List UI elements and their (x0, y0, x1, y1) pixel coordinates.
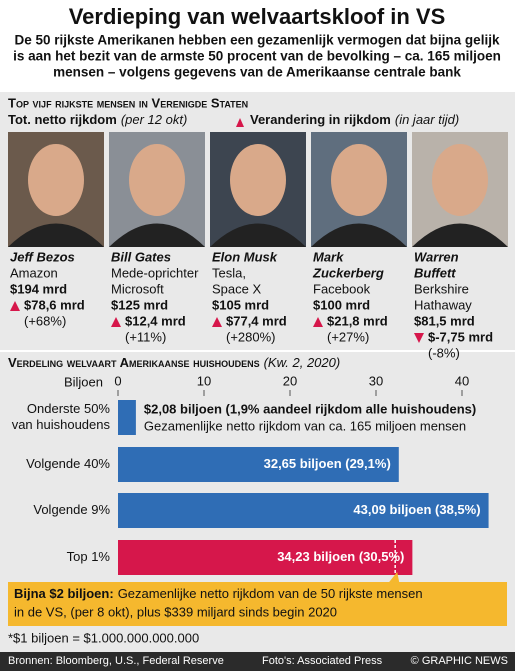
category-label: Onderste 50% (27, 401, 111, 416)
callout-title: Bijna $2 biljoen: (14, 586, 114, 601)
x-axis-label: Biljoen (64, 374, 103, 389)
person-worth: $194 mrd (10, 281, 67, 296)
photo-face (129, 144, 185, 216)
person-change: $21,8 mrd (327, 313, 388, 328)
person-pct: (+68%) (24, 313, 66, 328)
x-tick-label: 10 (197, 373, 211, 388)
person-change: $78,6 mrd (24, 297, 85, 312)
person-company: Space X (212, 281, 261, 296)
photo-body (109, 223, 205, 247)
photo-face (230, 144, 286, 216)
value-label: $2,08 biljoen (1,9% aandeel rijkdom alle… (144, 401, 476, 416)
person-company: Tesla, (212, 265, 246, 280)
person-company: Amazon (10, 265, 58, 280)
bar (118, 540, 413, 575)
category-label: van huishoudens (12, 417, 111, 432)
category-label: Top 1% (67, 549, 111, 564)
person-pct: (+11%) (125, 329, 166, 344)
person-worth: $125 mrd (111, 297, 168, 312)
photo-body (412, 223, 508, 247)
person-name: Zuckerberg (312, 265, 384, 280)
photo-credit: Foto's: Associated Press (262, 655, 383, 667)
person-company: Microsoft (111, 281, 164, 296)
person-change: $12,4 mrd (125, 313, 186, 328)
photo-body (210, 223, 306, 247)
x-tick-label: 0 (114, 373, 121, 388)
subtitle: De 50 rijkste Amerikanen hebben een geza… (15, 33, 500, 48)
photo-face (432, 144, 488, 216)
change-triangle (313, 317, 323, 327)
callout-box (8, 572, 507, 626)
photo-body (8, 223, 104, 247)
sources: Bronnen: Bloomberg, U.S., Federal Reserv… (8, 655, 224, 667)
person-pct: (+27%) (327, 329, 369, 344)
category-label: Volgende 9% (33, 502, 110, 517)
subtitle: is aan het bezit van de armste 50 procen… (13, 49, 501, 64)
change-triangle (111, 317, 121, 327)
chart-subtitle: (Kw. 2, 2020) (264, 355, 341, 370)
chart-title-text: Verdeling welvaart Amerikaanse huishoude… (8, 355, 260, 370)
legend-worth-note: (per 12 okt) (121, 112, 187, 127)
photo-face (28, 144, 84, 216)
category-label: Volgende 40% (26, 456, 110, 471)
person-name: Mark (313, 249, 344, 264)
section-title: Top vijf rijkste mensen in Verenigde Sta… (8, 95, 248, 110)
x-tick-label: 20 (283, 373, 297, 388)
bar (118, 400, 136, 435)
legend-triangle (236, 118, 244, 127)
change-triangle (10, 301, 20, 311)
person-worth: $81,5 mrd (414, 313, 475, 328)
person-company: Facebook (313, 281, 371, 296)
person-name: Jeff Bezos (10, 249, 75, 264)
footer-bar (0, 652, 515, 671)
value-label: 32,65 biljoen (29,1%) (264, 456, 391, 471)
bar (118, 493, 489, 528)
callout-line: Bijna $2 biljoen: Gezamenlijke netto rijk… (14, 586, 423, 601)
person-pct: (+280%) (226, 329, 276, 344)
photo-body (311, 223, 407, 247)
person-name: Warren (414, 249, 459, 264)
annotation: Gezamenlijke netto rijkdom van ca. 165 m… (144, 418, 466, 433)
x-tick-label: 30 (369, 373, 383, 388)
value-label: 43,09 biljoen (38,5%) (353, 502, 480, 517)
person-name: Buffett (414, 265, 456, 280)
person-pct: (-8%) (428, 345, 460, 360)
person-company: Berkshire (414, 281, 469, 296)
chart-title: Verdeling welvaart Amerikaanse huishoude… (8, 355, 340, 370)
legend-worth-label: Tot. netto rijkdom (8, 112, 117, 127)
subtitle: mensen – volgens gegevens van de Amerika… (53, 65, 461, 80)
bar (118, 447, 399, 482)
footnote: *$1 biljoen = $1.000.000.000.000 (8, 630, 199, 645)
x-tick-label: 40 (455, 373, 469, 388)
title: Verdieping van welvaartskloof in VS (69, 4, 446, 29)
person-worth: $100 mrd (313, 297, 370, 312)
legend-change: Verandering in rijkdom (in jaar tijd) (250, 112, 459, 127)
value-label: 34,23 biljoen (30,5%) (277, 549, 404, 564)
person-name: Bill Gates (111, 249, 171, 264)
credit: © GRAPHIC NEWS (411, 655, 508, 667)
person-change: $-7,75 mrd (428, 329, 493, 344)
change-triangle (212, 317, 222, 327)
person-name: Elon Musk (212, 249, 278, 264)
callout-text: Gezamenlijke netto rijkdom van de 50 rij… (118, 586, 423, 601)
callout-line: in de VS, (per 8 okt), plus $339 miljard… (14, 604, 337, 619)
person-company: Hathaway (414, 297, 472, 312)
legend-change-note: (in jaar tijd) (395, 112, 459, 127)
legend-worth: Tot. netto rijkdom (per 12 okt) (8, 112, 187, 127)
person-company: Mede-oprichter (111, 265, 199, 280)
person-worth: $105 mrd (212, 297, 269, 312)
photo-face (331, 144, 387, 216)
person-change: $77,4 mrd (226, 313, 287, 328)
change-triangle (414, 333, 424, 343)
legend-change-label: Verandering in rijkdom (250, 112, 391, 127)
